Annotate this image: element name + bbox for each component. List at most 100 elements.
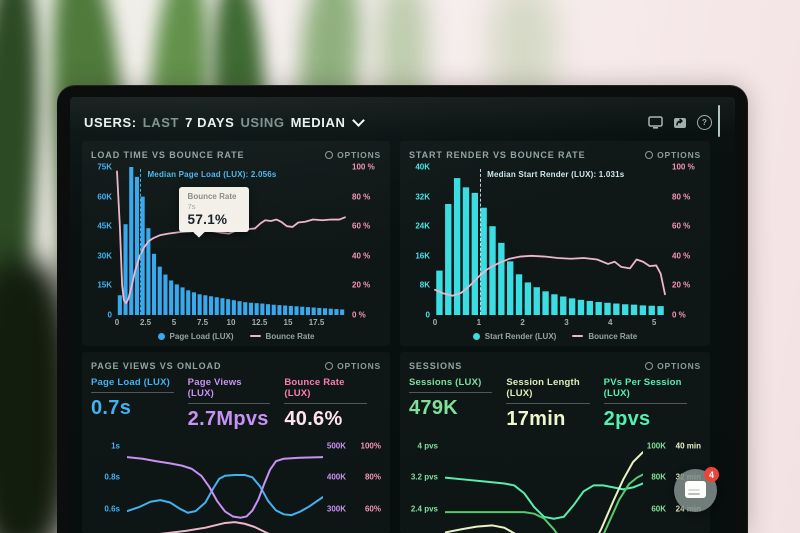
dashboard-header: USERS: LAST 7 DAYS USING MEDIAN [70, 97, 735, 141]
y-axis-tick: 0.6s [104, 504, 120, 514]
y-axis-tick: 2.4 pvs [410, 504, 438, 514]
y-axis-tick: 3.2 pvs [410, 472, 438, 482]
y-axis-tick: 60K [97, 192, 112, 202]
y-axis-tick: 300K [326, 504, 346, 514]
chart-canvas[interactable] [435, 167, 665, 315]
chart-canvas[interactable] [117, 167, 345, 315]
y-axis-tick-pair: 100K 40 min [642, 442, 701, 451]
x-axis-tick: 0 [114, 318, 120, 327]
metric-label: Page Load (LUX) [91, 377, 171, 388]
chart-canvas[interactable] [127, 438, 323, 533]
tooltip-series: Bounce Rate [187, 192, 237, 201]
options-button[interactable]: OPTIONS [325, 361, 381, 371]
x-axis-tick: 7.5 [196, 318, 209, 327]
title-range: 7 DAYS [185, 114, 235, 130]
y-axis-tick: 20 % [352, 280, 371, 290]
y-axis-tick: 60K [651, 504, 666, 514]
legend-line-icon [249, 334, 261, 338]
x-axis-tick: 2 [520, 318, 525, 327]
legend-label: Bounce Rate [265, 331, 315, 341]
x-axis-tick: 4 [608, 318, 613, 327]
gear-icon [645, 151, 654, 159]
help-icon[interactable]: ? [697, 114, 712, 130]
laptop: USERS: LAST 7 DAYS USING MEDIAN [57, 85, 748, 533]
x-axis-tick: 17.5 [308, 318, 325, 327]
divider [409, 392, 493, 393]
title-users: USERS: [84, 114, 137, 130]
chart-area: 1s0.8s0.6s0.4s 500K100%400K80%300K60%200… [91, 438, 381, 533]
share-icon[interactable] [673, 116, 687, 129]
x-axis-tick: 5 [651, 318, 657, 327]
y-axis-tick: 40 % [352, 251, 371, 261]
panel-load-time: LOAD TIME VS BOUNCE RATE OPTIONS 75K 60K 4… [82, 141, 390, 346]
scrollbar[interactable] [717, 105, 720, 137]
x-axis-tick: 10 [226, 318, 236, 327]
y-axis-tick: 60% [364, 504, 381, 514]
legend-label: Start Render (LUX) [484, 331, 557, 341]
y-axis-tick: 60 % [672, 221, 691, 231]
divider [603, 403, 687, 404]
metric-label: PVs Per Session (LUX) [603, 377, 682, 399]
metric-sessions: Sessions (LUX) 479K [409, 377, 506, 431]
x-axis-tick: 2.5 [139, 318, 152, 327]
median-annotation: Median Page Load (LUX): 2.056s [147, 170, 277, 179]
metrics-row: Sessions (LUX) 479K Session Length (LUX)… [409, 377, 701, 431]
panel-title: SESSIONS [409, 361, 463, 371]
y-axis-tick: 1s [111, 441, 120, 451]
x-axis-tick: 0 [432, 318, 438, 327]
y-axis-tick: 32K [415, 192, 430, 202]
y-axis-left: 75K 60K 45K 30K 15K 0 [91, 163, 117, 320]
chat-notification-badge: 4 [704, 467, 719, 482]
legend: Page Load (LUX) Bounce Rate [91, 328, 381, 344]
panel-title: LOAD TIME VS BOUNCE RATE [91, 150, 245, 160]
options-button[interactable]: OPTIONS [325, 150, 381, 160]
options-button[interactable]: OPTIONS [645, 361, 701, 371]
chevron-down-icon [351, 114, 365, 127]
y-axis-tick: 75K [97, 162, 112, 172]
metric-value: 17min [506, 408, 566, 430]
divider [284, 403, 368, 404]
y-axis-tick: 40 min [675, 441, 701, 451]
tooltip-x: 7s [187, 202, 196, 211]
y-axis-tick: 100 % [672, 162, 695, 172]
metric-label: Bounce Rate (LUX) [284, 377, 345, 399]
plot-area: Median Start Render (LUX): 1.031s [435, 167, 665, 315]
tooltip: Bounce Rate 7s 57.1% [178, 187, 249, 232]
options-button[interactable]: OPTIONS [645, 150, 701, 160]
display-icon[interactable] [648, 115, 663, 129]
chart-canvas[interactable] [445, 438, 643, 533]
legend: Start Render (LUX) Bounce Rate [409, 328, 701, 344]
y-axis-right: 100 % 80 % 60 % 40 % 20 % 0 % [665, 163, 701, 320]
chat-button[interactable]: 4 [674, 467, 719, 512]
panel-header: PAGE VIEWS VS ONLOAD OPTIONS [91, 359, 381, 373]
median-selector-label: MEDIAN [290, 114, 346, 130]
y-axis-tick: 20 % [672, 280, 691, 290]
y-axis-tick: 80K [651, 472, 666, 482]
metric-label: Sessions (LUX) [409, 377, 482, 388]
legend-label: Bounce Rate [588, 331, 638, 341]
y-axis-tick: 80 % [352, 192, 371, 202]
x-axis: 0 2.5 5 7.5 10 12.5 15 17.5 [114, 317, 345, 328]
metric-value: 2.7Mpvs [187, 408, 269, 430]
x-axis: 0 1 2 3 4 5 [432, 317, 665, 328]
gear-icon [325, 151, 334, 159]
metric-bounce-rate: Bounce Rate (LUX) 40.6% [284, 377, 381, 431]
y-axis-tick: 0.8s [104, 472, 120, 482]
y-axis-right: 100 % 80 % 60 % 40 % 20 % 0 % [345, 163, 381, 320]
options-label: OPTIONS [337, 361, 381, 371]
metric-value: 479K [409, 397, 459, 419]
median-line [480, 169, 482, 315]
metric-value: 0.7s [91, 397, 132, 419]
tooltip-value: 57.1% [187, 212, 228, 227]
title-using: USING [240, 114, 285, 130]
y-axis-tick: 0 [425, 310, 430, 320]
median-selector[interactable]: MEDIAN [290, 114, 365, 130]
gear-icon [325, 362, 334, 370]
y-axis-tick: 45K [97, 221, 112, 231]
options-label: OPTIONS [337, 150, 381, 160]
y-axis-tick: 30K [97, 251, 112, 261]
median-annotation: Median Start Render (LUX): 1.031s [487, 170, 625, 179]
